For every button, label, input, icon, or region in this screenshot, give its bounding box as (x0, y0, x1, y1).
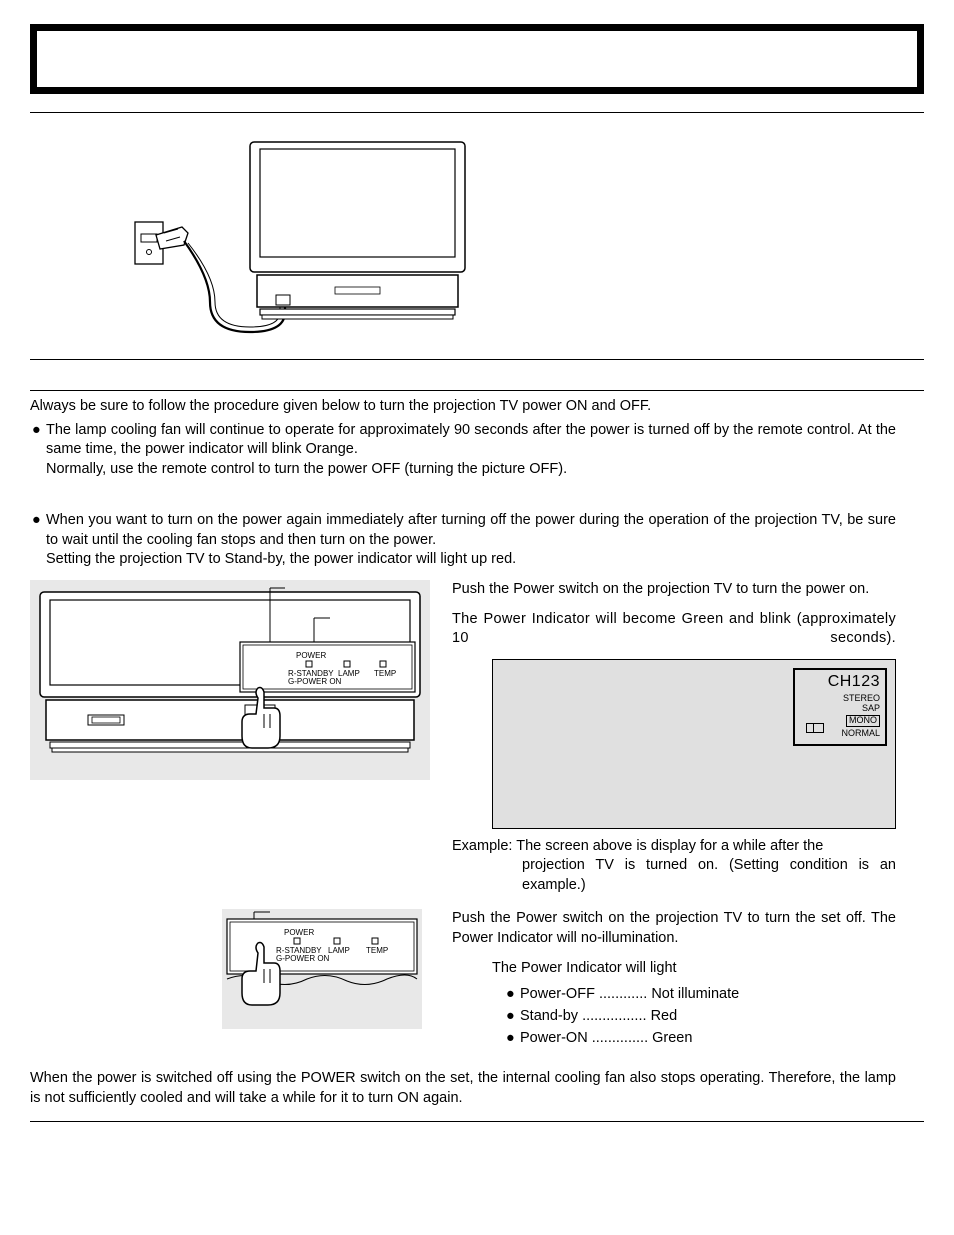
example-text: Example: The screen above is display for… (452, 837, 896, 896)
indicator-state: Not illuminate (651, 984, 739, 1006)
indicator-power-off: ● Power-OFF ............ Not illuminate (506, 984, 896, 1006)
page: Always be sure to follow the procedure g… (0, 0, 954, 1168)
example-body-line2: projection TV is turned on. (Setting con… (452, 856, 896, 895)
rule-1 (30, 112, 924, 113)
osd-screen: CH123 STEREO SAP MONO NORMAL (492, 659, 896, 829)
indicator-label: Stand-by ................ (520, 1006, 651, 1028)
intro-text: Always be sure to follow the procedure g… (30, 397, 896, 417)
svg-text:TEMP: TEMP (366, 946, 388, 955)
svg-text:LAMP: LAMP (328, 946, 350, 955)
osd-stereo: STEREO (800, 693, 880, 704)
indicator-state: Red (651, 1006, 678, 1028)
svg-text:POWER: POWER (284, 928, 314, 937)
osd-mono: MONO (846, 715, 880, 727)
osd-sap: SAP (800, 703, 880, 714)
row-power-off: POWER R-STANDBY G-POWER ON LAMP TEMP (30, 909, 896, 1059)
rule-2 (30, 359, 924, 360)
svg-text:LAMP: LAMP (338, 669, 360, 678)
bottom-text: When the power is switched off using the… (30, 1069, 896, 1108)
tv-plug-figure (110, 137, 470, 347)
svg-text:G-POWER ON: G-POWER ON (288, 677, 342, 686)
svg-text:TEMP: TEMP (374, 669, 396, 678)
indicator-label: Power-OFF ............ (520, 984, 651, 1006)
osd-channel: CH123 (800, 673, 880, 691)
bullet-dot-icon: ● (506, 984, 520, 1006)
bullet-dot-icon: ● (30, 511, 46, 570)
title-box (30, 24, 924, 94)
bullet-dot-icon: ● (506, 1006, 520, 1028)
tv-power-button-figure: POWER R-STANDBY G-POWER ON LAMP TEMP (30, 580, 430, 780)
example-label: Example: (452, 838, 512, 854)
example-body-line1: The screen above is display for a while … (516, 838, 823, 854)
power-on-text: Push the Power switch on the projection … (452, 580, 896, 600)
rule-3 (30, 390, 924, 391)
svg-text:POWER: POWER (296, 651, 326, 660)
bullet-1-text: The lamp cooling fan will continue to op… (46, 421, 896, 480)
power-indicator-green-text: The Power Indicator will become Green an… (452, 610, 896, 649)
indicator-state: Green (652, 1028, 692, 1050)
bullet-2: ● When you want to turn on the power aga… (30, 511, 896, 570)
osd-inner: CH123 STEREO SAP MONO NORMAL (793, 668, 887, 746)
indicator-power-on: ● Power-ON .............. Green (506, 1028, 896, 1050)
osd-normal: NORMAL (841, 728, 880, 738)
bullet-dot-icon: ● (30, 421, 46, 480)
svg-text:G-POWER ON: G-POWER ON (276, 954, 330, 963)
row-power-on: POWER R-STANDBY G-POWER ON LAMP TEMP (30, 580, 896, 905)
indicator-list: The Power Indicator will light ● Power-O… (492, 958, 896, 1049)
rule-4 (30, 1121, 924, 1122)
bullet-1: ● The lamp cooling fan will continue to … (30, 421, 896, 480)
indicator-label: Power-ON .............. (520, 1028, 652, 1050)
indicator-standby: ● Stand-by ................ Red (506, 1006, 896, 1028)
aspect-icon (806, 723, 824, 733)
bullet-dot-icon: ● (506, 1028, 520, 1050)
bullet-2-text: When you want to turn on the power again… (46, 511, 896, 570)
indicator-title: The Power Indicator will light (492, 958, 896, 980)
panel-closeup-figure: POWER R-STANDBY G-POWER ON LAMP TEMP (222, 909, 422, 1029)
power-off-text: Push the Power switch on the projection … (452, 909, 896, 948)
